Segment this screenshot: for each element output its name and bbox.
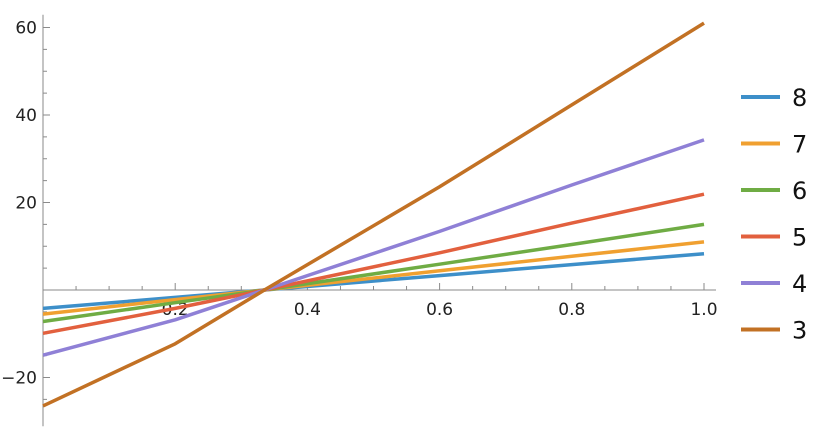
series-line-8 xyxy=(42,251,705,311)
legend-item-6: 6 xyxy=(741,177,807,205)
legend-label: 5 xyxy=(792,224,807,252)
legend-label: 6 xyxy=(792,177,807,205)
x-tick-label: 0.4 xyxy=(294,300,321,320)
x-tick-label: 0.6 xyxy=(426,300,453,320)
y-tick-label: 60 xyxy=(15,19,37,39)
legend-label: 7 xyxy=(792,131,807,159)
y-tick-label: 20 xyxy=(15,194,37,214)
series-line-5 xyxy=(42,192,705,336)
x-tick-label: 0.8 xyxy=(558,300,585,320)
series-line-3 xyxy=(42,21,705,408)
series-line-4 xyxy=(42,138,705,357)
legend-item-5: 5 xyxy=(741,224,807,252)
series-line-6 xyxy=(42,222,705,324)
legend-item-3: 3 xyxy=(741,317,807,345)
legend-label: 3 xyxy=(792,317,807,345)
x-tick-label: 1.0 xyxy=(690,300,717,320)
legend-item-8: 8 xyxy=(741,84,807,112)
legend-item-4: 4 xyxy=(741,270,807,298)
legend-label: 4 xyxy=(792,270,807,298)
legend: 8 7 6 5 4 3 xyxy=(741,84,807,345)
series-line-7 xyxy=(42,240,705,316)
legend-label: 8 xyxy=(792,84,807,112)
y-tick-label: −20 xyxy=(1,369,37,389)
legend-item-7: 7 xyxy=(741,131,807,159)
y-tick-label: 40 xyxy=(15,106,37,126)
series-layer xyxy=(42,21,705,408)
